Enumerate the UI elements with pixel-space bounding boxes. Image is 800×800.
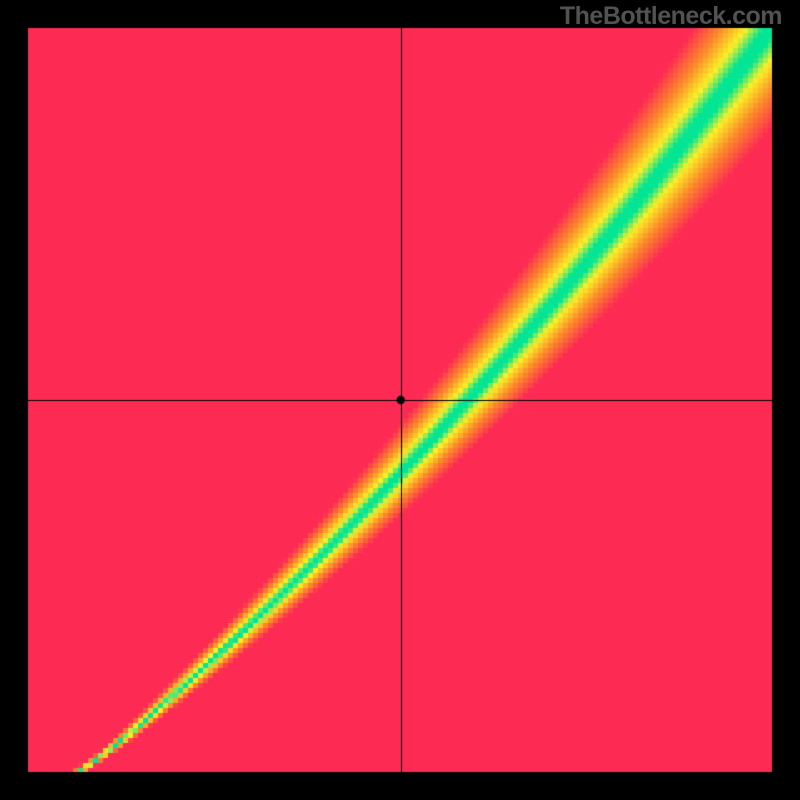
bottleneck-heatmap: { "heatmap": { "type": "heatmap", "outer… <box>0 0 800 800</box>
heatmap-canvas <box>0 0 800 800</box>
watermark-text: TheBottleneck.com <box>560 2 782 31</box>
